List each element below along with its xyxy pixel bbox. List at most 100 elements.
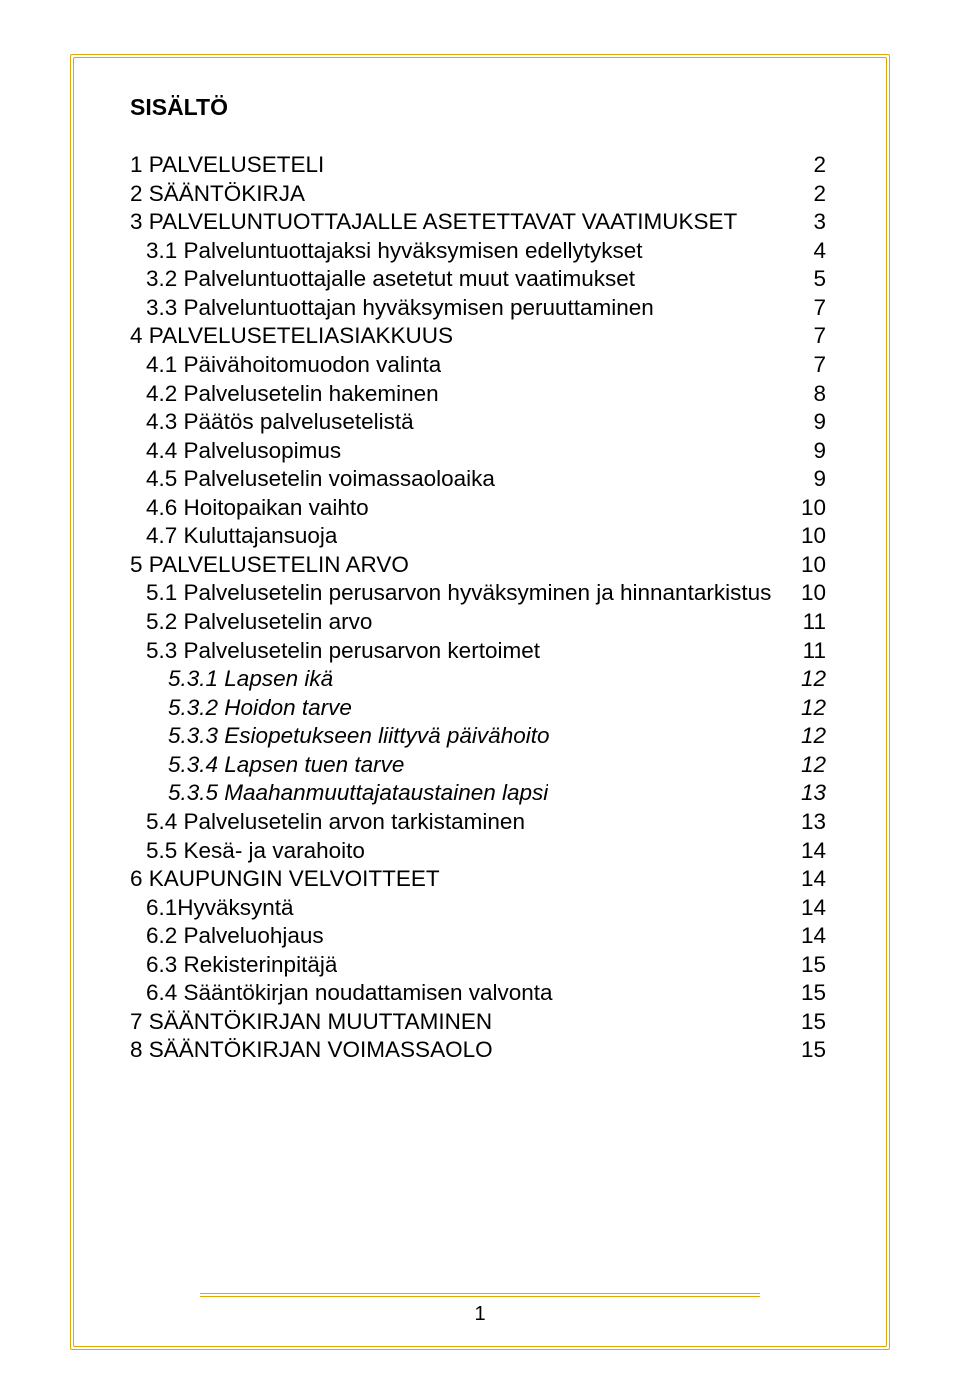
toc-row: 5 PALVELUSETELIN ARVO 10 <box>130 551 826 580</box>
toc-label: 5.3.3 Esiopetukseen liittyvä päivähoito <box>168 722 550 751</box>
toc-label: 6.3 Rekisterinpitäjä <box>146 951 337 980</box>
toc-label: 8 SÄÄNTÖKIRJAN VOIMASSAOLO <box>130 1036 493 1065</box>
toc-page: 15 <box>793 1036 826 1065</box>
toc-row: 4.4 Palvelusopimus 9 <box>130 437 826 466</box>
toc-page: 12 <box>793 665 826 694</box>
toc-label: 5 PALVELUSETELIN ARVO <box>130 551 409 580</box>
toc-label: 5.4 Palvelusetelin arvon tarkistaminen <box>146 808 525 837</box>
toc-row: 4 PALVELUSETELIASIAKKUUS 7 <box>130 322 826 351</box>
toc-row: 4.5 Palvelusetelin voimassaoloaika 9 <box>130 465 826 494</box>
toc-label: 3.1 Palveluntuottajaksi hyväksymisen ede… <box>146 237 643 266</box>
toc-label: 4.7 Kuluttajansuoja <box>146 522 337 551</box>
toc-row: 8 SÄÄNTÖKIRJAN VOIMASSAOLO 15 <box>130 1036 826 1065</box>
toc-row: 4.2 Palvelusetelin hakeminen 8 <box>130 380 826 409</box>
toc-row: 6.1Hyväksyntä 14 <box>130 894 826 923</box>
toc-row: 6.3 Rekisterinpitäjä 15 <box>130 951 826 980</box>
toc-page: 9 <box>805 437 826 466</box>
toc-page: 7 <box>805 351 826 380</box>
toc-page: 14 <box>793 865 826 894</box>
toc-label: 4.3 Päätös palvelusetelistä <box>146 408 414 437</box>
page-number: 1 <box>74 1303 886 1326</box>
toc-label: 4.5 Palvelusetelin voimassaoloaika <box>146 465 495 494</box>
toc-page: 13 <box>793 779 826 808</box>
toc-label: 5.3.1 Lapsen ikä <box>168 665 333 694</box>
page-frame-outer: SISÄLTÖ 1 PALVELUSETELI 2 2 SÄÄNTÖKIRJA 2 3 … <box>70 54 890 1350</box>
toc-row: 3.2 Palveluntuottajalle asetetut muut va… <box>130 265 826 294</box>
toc-row: 5.3.1 Lapsen ikä 12 <box>130 665 826 694</box>
toc-page: 9 <box>805 465 826 494</box>
toc-row: 4.7 Kuluttajansuoja10 <box>130 522 826 551</box>
toc-label: 5.3.2 Hoidon tarve <box>168 694 352 723</box>
toc-page: 2 <box>805 151 826 180</box>
toc-page: 10 <box>793 551 826 580</box>
toc-page: 2 <box>805 180 826 209</box>
toc-page: 8 <box>805 380 826 409</box>
toc-row: 4.1 Päivähoitomuodon valinta 7 <box>130 351 826 380</box>
toc-row: 3.1 Palveluntuottajaksi hyväksymisen ede… <box>130 237 826 266</box>
toc-label: 4.1 Päivähoitomuodon valinta <box>146 351 441 380</box>
toc-row: 5.4 Palvelusetelin arvon tarkistaminen 13 <box>130 808 826 837</box>
toc-label: 4.2 Palvelusetelin hakeminen <box>146 380 439 409</box>
toc-row: 5.2 Palvelusetelin arvo 11 <box>130 608 826 637</box>
toc-row: 2 SÄÄNTÖKIRJA 2 <box>130 180 826 209</box>
toc-row: 3.3 Palveluntuottajan hyväksymisen peruu… <box>130 294 826 323</box>
toc-page: 12 <box>793 751 826 780</box>
toc-row: 6.4 Sääntökirjan noudattamisen valvonta 1… <box>130 979 826 1008</box>
toc-page: 15 <box>793 979 826 1008</box>
page-footer: 1 <box>74 1293 886 1326</box>
toc-label: 3.3 Palveluntuottajan hyväksymisen peruu… <box>146 294 654 323</box>
toc-label: 5.3.4 Lapsen tuen tarve <box>168 751 404 780</box>
toc-row: 5.5 Kesä- ja varahoito 14 <box>130 837 826 866</box>
toc-title: SISÄLTÖ <box>130 94 826 121</box>
toc-row: 5.3.5 Maahanmuuttajataustainen lapsi 13 <box>130 779 826 808</box>
toc-page: 11 <box>795 608 826 637</box>
toc-page: 14 <box>793 894 826 923</box>
toc-row: 3 PALVELUNTUOTTAJALLE ASETETTAVAT VAATIM… <box>130 208 826 237</box>
toc-label: 6 KAUPUNGIN VELVOITTEET <box>130 865 440 894</box>
toc-label: 6.2 Palveluohjaus <box>146 922 324 951</box>
toc-page: 7 <box>805 322 826 351</box>
toc-page: 7 <box>805 294 826 323</box>
toc-label: 6.1Hyväksyntä <box>146 894 294 923</box>
toc-label: 1 PALVELUSETELI <box>130 151 324 180</box>
toc-label: 5.5 Kesä- ja varahoito <box>146 837 365 866</box>
page: SISÄLTÖ 1 PALVELUSETELI 2 2 SÄÄNTÖKIRJA 2 3 … <box>0 0 960 1396</box>
toc-page: 12 <box>793 694 826 723</box>
toc-page: 11 <box>795 637 826 666</box>
toc-page: 10 <box>793 579 826 608</box>
toc-row: 5.3.2 Hoidon tarve 12 <box>130 694 826 723</box>
toc-page: 15 <box>793 1008 826 1037</box>
toc-row: 5.3.3 Esiopetukseen liittyvä päivähoito 1… <box>130 722 826 751</box>
toc-page: 5 <box>805 265 826 294</box>
toc-label: 3 PALVELUNTUOTTAJALLE ASETETTAVAT VAATIM… <box>130 208 737 237</box>
toc-label: 2 SÄÄNTÖKIRJA <box>130 180 305 209</box>
toc-label: 4.6 Hoitopaikan vaihto <box>146 494 369 523</box>
toc-page: 15 <box>793 951 826 980</box>
toc-row: 5.1 Palvelusetelin perusarvon hyväksymin… <box>130 579 826 608</box>
toc-label: 4.4 Palvelusopimus <box>146 437 341 466</box>
toc-label: 5.3.5 Maahanmuuttajataustainen lapsi <box>168 779 548 808</box>
toc-row: 4.3 Päätös palvelusetelistä 9 <box>130 408 826 437</box>
toc-row: 1 PALVELUSETELI 2 <box>130 151 826 180</box>
toc-page: 3 <box>805 208 826 237</box>
toc-row: 4.6 Hoitopaikan vaihto10 <box>130 494 826 523</box>
toc-row: 5.3 Palvelusetelin perusarvon kertoimet 1… <box>130 637 826 666</box>
toc-label: 3.2 Palveluntuottajalle asetetut muut va… <box>146 265 635 294</box>
toc-row: 7 SÄÄNTÖKIRJAN MUUTTAMINEN 15 <box>130 1008 826 1037</box>
toc-row: 6 KAUPUNGIN VELVOITTEET 14 <box>130 865 826 894</box>
toc-label: 4 PALVELUSETELIASIAKKUUS <box>130 322 453 351</box>
toc-page: 14 <box>793 922 826 951</box>
toc-page: 14 <box>793 837 826 866</box>
toc-label: 5.3 Palvelusetelin perusarvon kertoimet <box>146 637 540 666</box>
toc-page: 9 <box>805 408 826 437</box>
toc-page: 13 <box>793 808 826 837</box>
toc-label: 6.4 Sääntökirjan noudattamisen valvonta <box>146 979 553 1008</box>
toc-page: 12 <box>793 722 826 751</box>
toc-label: 5.2 Palvelusetelin arvo <box>146 608 372 637</box>
toc-label: 5.1 Palvelusetelin perusarvon hyväksymin… <box>146 579 771 608</box>
table-of-contents: 1 PALVELUSETELI 2 2 SÄÄNTÖKIRJA 2 3 PALVELUN… <box>130 151 826 1065</box>
toc-label: 7 SÄÄNTÖKIRJAN MUUTTAMINEN <box>130 1008 492 1037</box>
toc-row: 5.3.4 Lapsen tuen tarve 12 <box>130 751 826 780</box>
footer-rule <box>200 1293 760 1297</box>
page-frame-inner: SISÄLTÖ 1 PALVELUSETELI 2 2 SÄÄNTÖKIRJA 2 3 … <box>73 57 887 1347</box>
